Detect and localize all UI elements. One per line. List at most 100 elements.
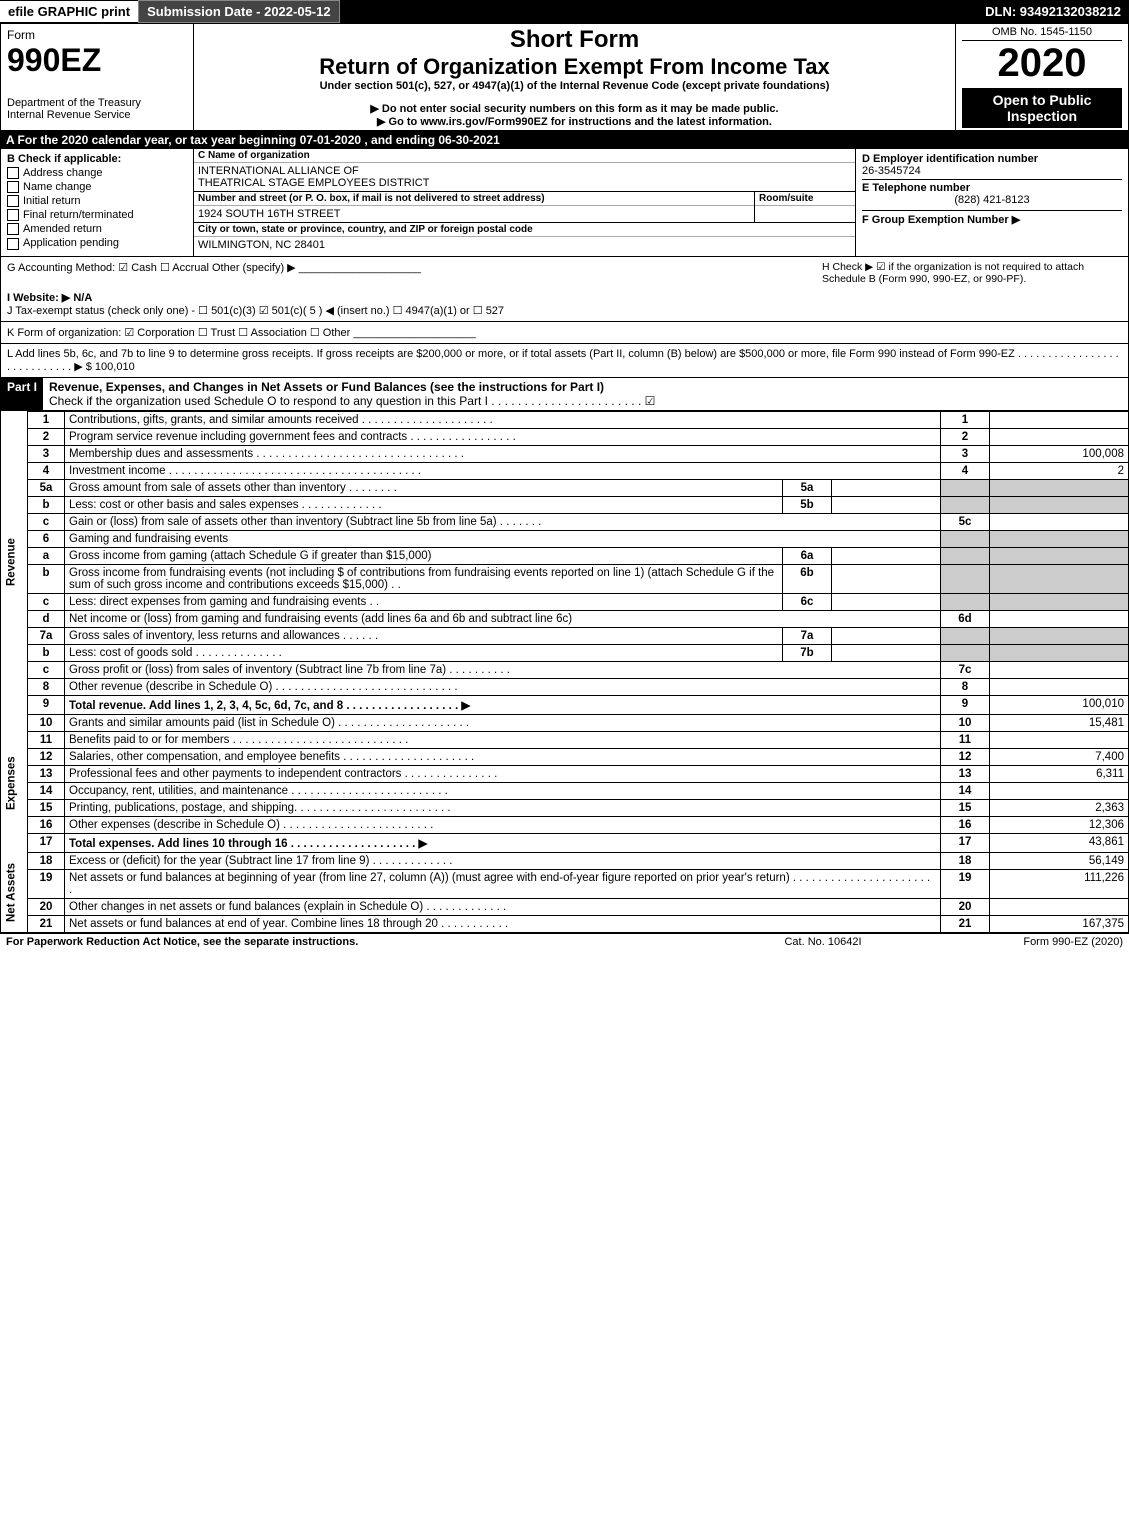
lines-table: Revenue 1 Contributions, gifts, grants, … bbox=[0, 411, 1129, 933]
row-9: 9 Total revenue. Add lines 1, 2, 3, 4, 5… bbox=[1, 695, 1129, 714]
l6b-code-grey bbox=[941, 564, 990, 593]
l8-desc: Other revenue (describe in Schedule O) .… bbox=[65, 678, 941, 695]
chk-address-change[interactable]: Address change bbox=[7, 167, 187, 179]
header-center: Short Form Return of Organization Exempt… bbox=[194, 24, 955, 130]
l7a-code-grey bbox=[941, 627, 990, 644]
l5a-minival bbox=[832, 479, 941, 496]
l10-code: 10 bbox=[941, 714, 990, 731]
header-left: Form 990EZ Department of the Treasury In… bbox=[1, 24, 194, 130]
group-exemption-label: F Group Exemption Number ▶ bbox=[862, 210, 1122, 226]
l7c-code: 7c bbox=[941, 661, 990, 678]
l19-num: 19 bbox=[28, 869, 65, 898]
chk-address-change-label: Address change bbox=[23, 167, 103, 179]
chk-final-return-label: Final return/terminated bbox=[23, 209, 134, 221]
l6-desc: Gaming and fundraising events bbox=[65, 530, 941, 547]
row-1: Revenue 1 Contributions, gifts, grants, … bbox=[1, 411, 1129, 428]
form-number: 990EZ bbox=[7, 42, 187, 79]
chk-amended[interactable]: Amended return bbox=[7, 223, 187, 235]
l15-val: 2,363 bbox=[990, 799, 1129, 816]
tel-value: (828) 421-8123 bbox=[862, 194, 1122, 206]
l20-code: 20 bbox=[941, 898, 990, 915]
efile-label[interactable]: efile GRAPHIC print bbox=[0, 1, 138, 22]
l1-val bbox=[990, 411, 1129, 428]
l5b-minival bbox=[832, 496, 941, 513]
l11-num: 11 bbox=[28, 731, 65, 748]
l3-num: 3 bbox=[28, 445, 65, 462]
part1-header-row: Part I Revenue, Expenses, and Changes in… bbox=[0, 378, 1129, 411]
chk-initial-return[interactable]: Initial return bbox=[7, 195, 187, 207]
l17-code: 17 bbox=[941, 833, 990, 852]
l21-code: 21 bbox=[941, 915, 990, 932]
chk-application-pending[interactable]: Application pending bbox=[7, 237, 187, 249]
l6a-val-grey bbox=[990, 547, 1129, 564]
l12-num: 12 bbox=[28, 748, 65, 765]
short-form-title: Short Form bbox=[200, 26, 949, 54]
l6d-val bbox=[990, 610, 1129, 627]
street-value: 1924 SOUTH 16TH STREET bbox=[194, 206, 754, 222]
omb-number: OMB No. 1545-1150 bbox=[962, 26, 1122, 41]
l5a-num: 5a bbox=[28, 479, 65, 496]
form-word: Form bbox=[7, 28, 187, 42]
room-label: Room/suite bbox=[755, 192, 855, 206]
footer-left: For Paperwork Reduction Act Notice, see … bbox=[6, 936, 723, 948]
row-5c: c Gain or (loss) from sale of assets oth… bbox=[1, 513, 1129, 530]
chk-initial-return-label: Initial return bbox=[23, 195, 80, 207]
part1-title-text: Revenue, Expenses, and Changes in Net As… bbox=[49, 380, 604, 394]
topbar-spacer bbox=[340, 9, 978, 15]
row-14: 14 Occupancy, rent, utilities, and maint… bbox=[1, 782, 1129, 799]
l14-val bbox=[990, 782, 1129, 799]
l2-desc: Program service revenue including govern… bbox=[65, 428, 941, 445]
row-5a: 5a Gross amount from sale of assets othe… bbox=[1, 479, 1129, 496]
l6b-val-grey bbox=[990, 564, 1129, 593]
l20-desc: Other changes in net assets or fund bala… bbox=[65, 898, 941, 915]
chk-final-return[interactable]: Final return/terminated bbox=[7, 209, 187, 221]
row-7c: c Gross profit or (loss) from sales of i… bbox=[1, 661, 1129, 678]
l7b-mini: 7b bbox=[783, 644, 832, 661]
page-footer: For Paperwork Reduction Act Notice, see … bbox=[0, 933, 1129, 950]
row-7a: 7a Gross sales of inventory, less return… bbox=[1, 627, 1129, 644]
box-c: C Name of organization INTERNATIONAL ALL… bbox=[194, 149, 856, 256]
chk-name-change[interactable]: Name change bbox=[7, 181, 187, 193]
row-16: 16 Other expenses (describe in Schedule … bbox=[1, 816, 1129, 833]
l7a-val-grey bbox=[990, 627, 1129, 644]
l6c-val-grey bbox=[990, 593, 1129, 610]
row-6b: b Gross income from fundraising events (… bbox=[1, 564, 1129, 593]
boxes-bcd: B Check if applicable: Address change Na… bbox=[0, 149, 1129, 257]
l6-num: 6 bbox=[28, 530, 65, 547]
l16-val: 12,306 bbox=[990, 816, 1129, 833]
l6b-num: b bbox=[28, 564, 65, 593]
expenses-side-label: Expenses bbox=[1, 714, 28, 852]
go-to-link[interactable]: ▶ Go to www.irs.gov/Form990EZ for instru… bbox=[200, 115, 949, 128]
l6c-code-grey bbox=[941, 593, 990, 610]
l10-val: 15,481 bbox=[990, 714, 1129, 731]
row-3: 3 Membership dues and assessments . . . … bbox=[1, 445, 1129, 462]
l7a-desc: Gross sales of inventory, less returns a… bbox=[65, 627, 783, 644]
line-i: I Website: ▶ N/A bbox=[7, 291, 1122, 304]
l17-val: 43,861 bbox=[990, 833, 1129, 852]
dln-label: DLN: 93492132038212 bbox=[977, 1, 1129, 22]
l6-code-grey bbox=[941, 530, 990, 547]
ein-label: D Employer identification number bbox=[862, 153, 1122, 165]
l6b-minival bbox=[832, 564, 941, 593]
l6b-mini: 6b bbox=[783, 564, 832, 593]
l7b-desc: Less: cost of goods sold . . . . . . . .… bbox=[65, 644, 783, 661]
box-b-title: B Check if applicable: bbox=[7, 153, 187, 165]
l9-num: 9 bbox=[28, 695, 65, 714]
l6a-num: a bbox=[28, 547, 65, 564]
l7b-val-grey bbox=[990, 644, 1129, 661]
l16-desc: Other expenses (describe in Schedule O) … bbox=[65, 816, 941, 833]
box-c-name-label: C Name of organization bbox=[194, 149, 855, 163]
l14-code: 14 bbox=[941, 782, 990, 799]
l21-val: 167,375 bbox=[990, 915, 1129, 932]
city-label: City or town, state or province, country… bbox=[194, 223, 855, 237]
l6-val-grey bbox=[990, 530, 1129, 547]
chk-amended-label: Amended return bbox=[23, 223, 102, 235]
l7b-num: b bbox=[28, 644, 65, 661]
open-to-public: Open to Public Inspection bbox=[962, 88, 1122, 128]
row-17: 17 Total expenses. Add lines 10 through … bbox=[1, 833, 1129, 852]
l2-num: 2 bbox=[28, 428, 65, 445]
tax-year: 2020 bbox=[962, 41, 1122, 86]
row-8: 8 Other revenue (describe in Schedule O)… bbox=[1, 678, 1129, 695]
l15-code: 15 bbox=[941, 799, 990, 816]
l1-desc: Contributions, gifts, grants, and simila… bbox=[65, 411, 941, 428]
